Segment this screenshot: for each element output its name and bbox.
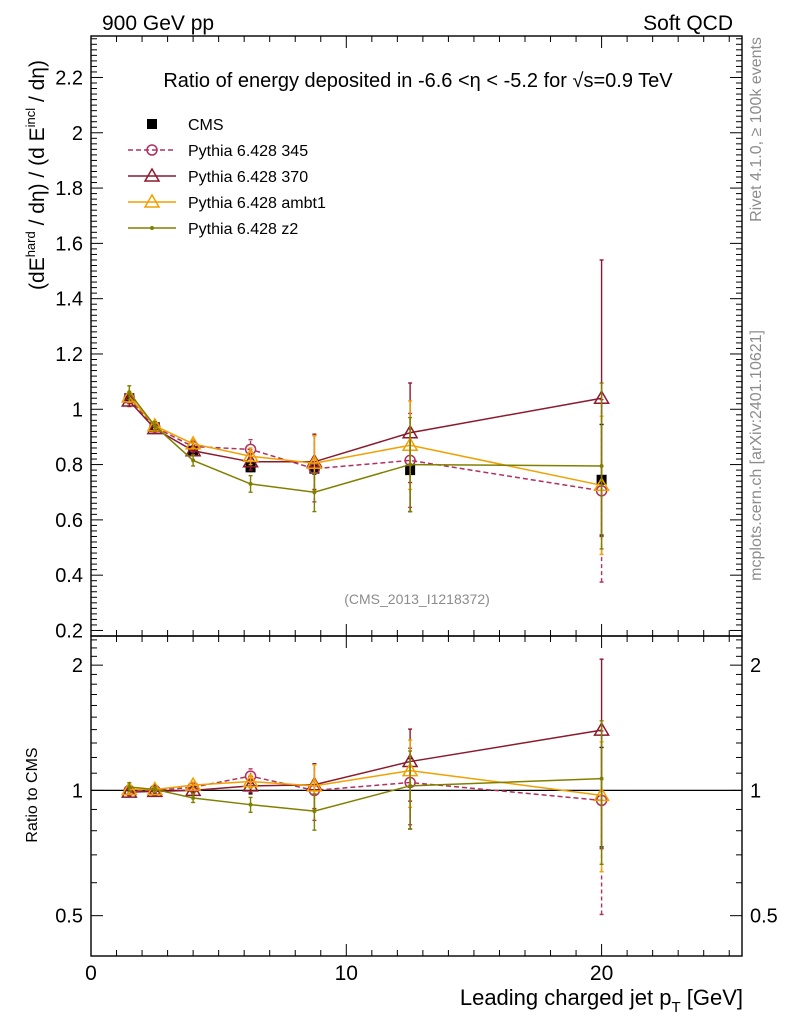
series-3-ratio-point (127, 784, 132, 789)
series-2-ratio-point (242, 772, 259, 788)
main-panel: 0.2 0.4 0.6 0.8 1 1.2 1.4 1.6 1.8 2 2.2 (55, 35, 743, 642)
series-3-point (312, 490, 317, 495)
ratio-tick-label: 1 (750, 780, 761, 802)
mcplots-label: mcplots.cern.ch [arXiv:2401.10621] (748, 330, 765, 581)
ratio-tick-label: 0.5 (55, 906, 83, 928)
series-3-point (408, 462, 413, 467)
series-3-line (128, 392, 602, 493)
series-2-ratio-line (129, 769, 602, 797)
series-1-ratio-point (120, 783, 138, 798)
series-3-ratio-point (248, 802, 253, 807)
ratio-tick-label: 0.5 (750, 906, 778, 928)
legend-marker (146, 144, 158, 156)
y-tick-label: 0.6 (55, 510, 83, 532)
ratio-tick-label: 2 (750, 655, 761, 677)
legend-marker (147, 119, 157, 129)
series-3-ratio-point (408, 783, 413, 788)
y-tick-label: 1.2 (55, 344, 83, 366)
x-tick-label: 0 (85, 962, 97, 985)
y-tick-label: 0.8 (55, 455, 83, 477)
x-tick-label: 10 (335, 962, 358, 985)
y-tick-label: 0.4 (55, 565, 83, 587)
legend-label: CMS (188, 117, 224, 134)
series-2-ratio-point (184, 776, 202, 791)
series-3-point (191, 458, 196, 463)
series-3-point (152, 423, 157, 428)
series-0-ratio-line (129, 775, 602, 802)
x-tick-label: 20 (590, 962, 613, 985)
y-tick-label: 2.2 (55, 67, 83, 89)
ratio-tick-label: 1 (72, 780, 83, 802)
series-2-ratio-point (120, 781, 138, 796)
chart-title: Ratio of energy deposited in -6.6 <η < -… (163, 70, 673, 92)
series-3-point (599, 463, 604, 468)
series-3-ratio-point (152, 787, 157, 792)
series-1-ratio-point (242, 777, 259, 792)
series-2-ratio-point (306, 777, 323, 792)
series-2-point (306, 454, 323, 469)
series-2-point (242, 447, 259, 463)
legend: CMS Pythia 6.428 345 Pythia 6.428 370 Pythi… (128, 117, 326, 238)
series-3-point (248, 481, 253, 486)
y-tick-label: 1.4 (55, 289, 83, 311)
watermark: (CMS_2013_I1218372) (344, 591, 490, 607)
series-3-ratio-point (191, 796, 196, 801)
series-1-ratio-line (129, 729, 602, 793)
legend-marker (143, 167, 161, 182)
ratio-y-axis-label: Ratio to CMS (24, 747, 41, 842)
legend-marker (143, 193, 161, 208)
y-axis-label: (dEhard / dη) / (d Eincl / dη) (23, 60, 49, 290)
series-2-point (146, 417, 164, 432)
legend-label: Pythia 6.428 ambt1 (188, 195, 326, 212)
ratio-panel: 0 10 20 0.5 0.5 1 1 2 2 (55, 635, 778, 985)
series-3-ratio-point (312, 809, 317, 814)
legend-marker (150, 226, 154, 230)
series-2-point (184, 435, 202, 450)
x-axis-label: Leading charged jet pT [GeV] (460, 985, 743, 1016)
series-3-ratio-point (599, 776, 604, 781)
legend-label: Pythia 6.428 345 (188, 143, 308, 160)
legend-label: Pythia 6.428 z2 (188, 221, 298, 238)
y-tick-label: 2 (72, 123, 83, 145)
rivet-label: Rivet 4.1.0, ≥ 100k events (748, 37, 765, 222)
series-2-point (120, 388, 138, 403)
series-2-line (128, 396, 602, 487)
ratio-tick-label: 2 (72, 655, 83, 677)
series-1-line (128, 397, 602, 463)
y-tick-label: 1.6 (55, 233, 83, 255)
legend-label: Pythia 6.428 370 (188, 169, 308, 186)
y-tick-label: 0.2 (55, 620, 83, 642)
ratio-frame (90, 635, 743, 957)
y-tick-label: 1.8 (55, 178, 83, 200)
y-tick-label: 1 (72, 399, 83, 421)
series-3-point (127, 390, 132, 395)
header-right: Soft QCD (643, 12, 733, 35)
header-left: 900 GeV pp (102, 12, 214, 35)
